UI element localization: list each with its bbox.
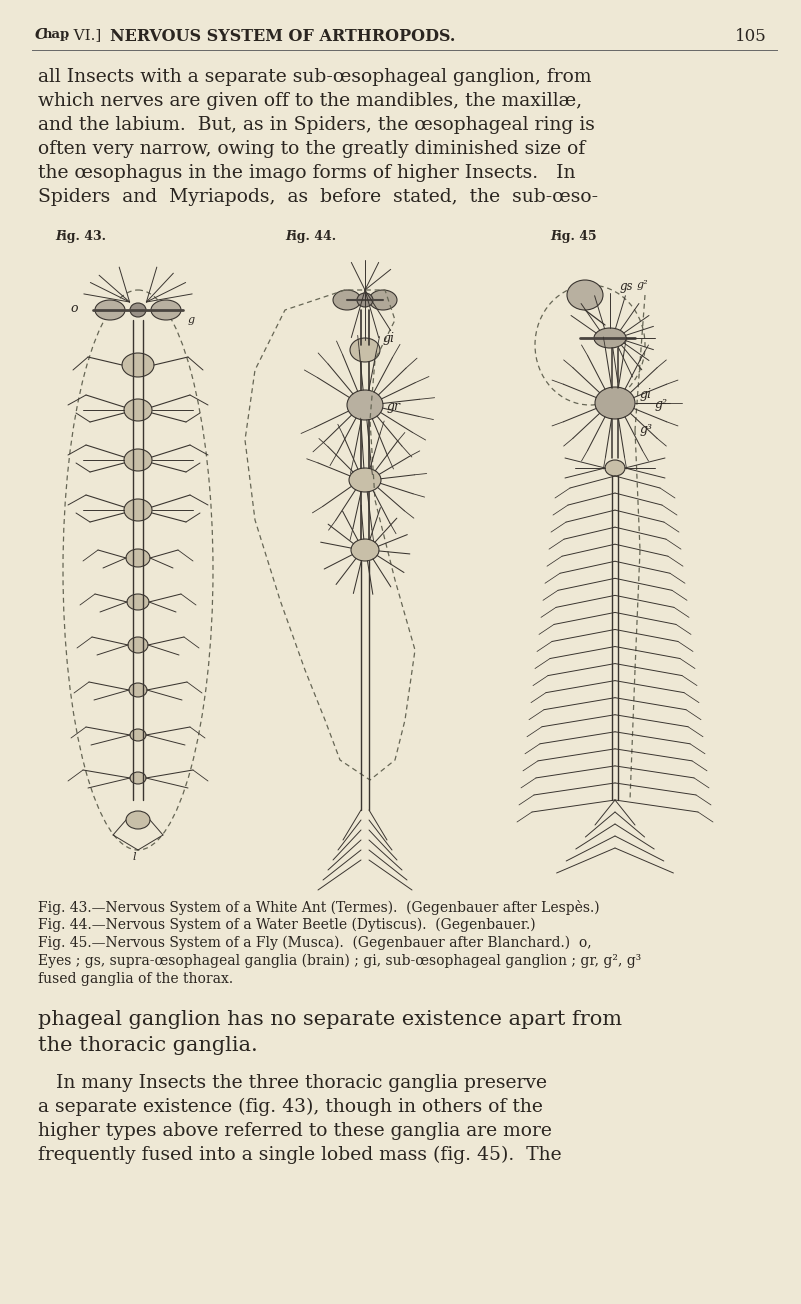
Text: the œsophagus in the imago forms of higher Insects.   In: the œsophagus in the imago forms of high… (38, 164, 575, 183)
Text: Spiders  and  Myriapods,  as  before  stated,  the  sub-œso-: Spiders and Myriapods, as before stated,… (38, 188, 598, 206)
Text: frequently fused into a single lobed mass (fig. 45).  The: frequently fused into a single lobed mas… (38, 1146, 562, 1164)
Text: l: l (133, 852, 136, 862)
Text: gi: gi (640, 389, 652, 402)
Text: F: F (55, 230, 64, 243)
Text: o: o (70, 303, 78, 316)
Text: a separate existence (fig. 43), though in others of the: a separate existence (fig. 43), though i… (38, 1098, 543, 1116)
Text: gr: gr (387, 400, 401, 413)
Ellipse shape (151, 300, 181, 319)
Text: F: F (550, 230, 559, 243)
Text: F: F (285, 230, 294, 243)
Text: NERVOUS SYSTEM OF ARTHROPODS.: NERVOUS SYSTEM OF ARTHROPODS. (110, 27, 456, 46)
Ellipse shape (351, 539, 379, 561)
Text: Fig. 45.—Nervous System of a Fly (Musca).  (Gegenbauer after Blanchard.)  o,: Fig. 45.—Nervous System of a Fly (Musca)… (38, 936, 592, 951)
Text: hap: hap (43, 27, 70, 40)
Ellipse shape (347, 390, 383, 420)
Text: . VI.]: . VI.] (64, 27, 101, 42)
Text: fused ganglia of the thorax.: fused ganglia of the thorax. (38, 971, 233, 986)
Text: In many Insects the three thoracic ganglia preserve: In many Insects the three thoracic gangl… (38, 1074, 547, 1091)
Text: Eyes ; gs, supra-œsophageal ganglia (brain) ; gi, sub-œsophageal ganglion ; gr, : Eyes ; gs, supra-œsophageal ganglia (bra… (38, 955, 642, 969)
Ellipse shape (130, 303, 146, 317)
Ellipse shape (595, 387, 635, 419)
Ellipse shape (124, 499, 152, 522)
Ellipse shape (605, 460, 625, 476)
Text: Fig. 44.—Nervous System of a Water Beetle (Dytiscus).  (Gegenbauer.): Fig. 44.—Nervous System of a Water Beetl… (38, 918, 536, 932)
Ellipse shape (594, 329, 626, 348)
Ellipse shape (333, 289, 361, 310)
Text: 105: 105 (735, 27, 767, 46)
Ellipse shape (128, 636, 148, 653)
Ellipse shape (349, 468, 381, 492)
Ellipse shape (357, 293, 373, 306)
Text: often very narrow, owing to the greatly diminished size of: often very narrow, owing to the greatly … (38, 140, 586, 158)
Ellipse shape (369, 289, 397, 310)
Ellipse shape (567, 280, 603, 310)
Text: which nerves are given off to the mandibles, the maxillæ,: which nerves are given off to the mandib… (38, 93, 582, 110)
Text: ig. 45: ig. 45 (557, 230, 597, 243)
Text: ig. 43.: ig. 43. (62, 230, 106, 243)
Text: gi: gi (383, 333, 395, 346)
Text: g³: g³ (640, 422, 653, 436)
Ellipse shape (122, 353, 154, 377)
Ellipse shape (95, 300, 125, 319)
Text: the thoracic ganglia.: the thoracic ganglia. (38, 1035, 258, 1055)
Ellipse shape (129, 683, 147, 698)
Ellipse shape (130, 729, 146, 741)
Ellipse shape (126, 811, 150, 829)
Text: g²: g² (637, 280, 649, 289)
Text: Fig. 43.—Nervous System of a White Ant (Termes).  (Gegenbauer after Lespès.): Fig. 43.—Nervous System of a White Ant (… (38, 900, 600, 915)
Text: g: g (188, 316, 195, 325)
Text: all Insects with a separate sub-œsophageal ganglion, from: all Insects with a separate sub-œsophage… (38, 68, 591, 86)
Text: C: C (35, 27, 47, 42)
Text: and the labium.  But, as in Spiders, the œsophageal ring is: and the labium. But, as in Spiders, the … (38, 116, 595, 134)
Text: gs: gs (620, 280, 634, 293)
Ellipse shape (350, 338, 380, 363)
Ellipse shape (130, 772, 146, 784)
Text: ig. 44.: ig. 44. (292, 230, 336, 243)
Ellipse shape (126, 549, 150, 567)
Ellipse shape (124, 399, 152, 421)
Ellipse shape (127, 595, 149, 610)
Text: higher types above referred to these ganglia are more: higher types above referred to these gan… (38, 1121, 552, 1140)
Text: g²: g² (655, 398, 668, 411)
Text: phageal ganglion has no separate existence apart from: phageal ganglion has no separate existen… (38, 1011, 622, 1029)
Ellipse shape (124, 449, 152, 471)
